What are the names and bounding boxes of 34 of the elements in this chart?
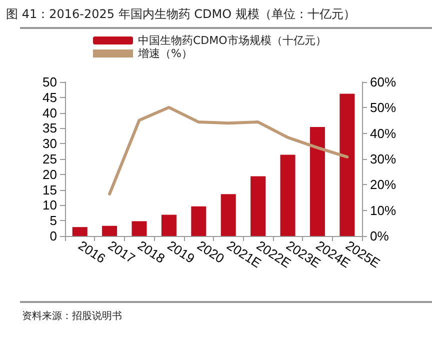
bar [161,214,176,236]
legend-label: 中国生物药CDMO市场规模（十亿元） [138,34,326,47]
y2-tick-label: 10% [370,202,396,218]
y-tick-label: 0 [50,228,57,244]
bar [191,206,206,236]
y-tick-label: 15 [42,182,57,198]
y-tick-label: 50 [42,74,57,90]
y2-tick-label: 50% [370,100,396,116]
y-tick-label: 30 [42,136,57,152]
line-series [108,106,349,196]
bar [340,94,355,236]
bar [72,227,88,236]
chart-title: 图 41：2016-2025 年国内生物药 CDMO 规模（单位：十亿元） [6,6,356,23]
y-tick-label: 20 [42,166,57,182]
bar [250,176,266,236]
y-tick-label: 40 [42,105,57,120]
y-tick-label: 10 [42,198,57,213]
y2-tick-label: 0% [370,228,390,244]
text: 资料来源：招股说明书 [22,310,122,323]
y-tick-label: 35 [42,120,57,136]
y-tick-label: 25 [42,152,57,166]
y-tick-label: 5 [50,213,57,228]
y2-tick-label: 40% [370,126,396,141]
bar [220,194,236,236]
bar [102,226,118,236]
bar [132,221,147,236]
bar [310,126,325,236]
y2-tick-label: 30% [370,152,396,166]
bar [280,154,296,236]
y2-tick-label: 20% [370,177,396,192]
legend-label: 增速（%） [137,47,192,60]
x-tick-label: 2020 [194,238,227,266]
y2-tick-label: 60% [370,74,396,90]
y-tick-label: 45 [42,90,57,105]
